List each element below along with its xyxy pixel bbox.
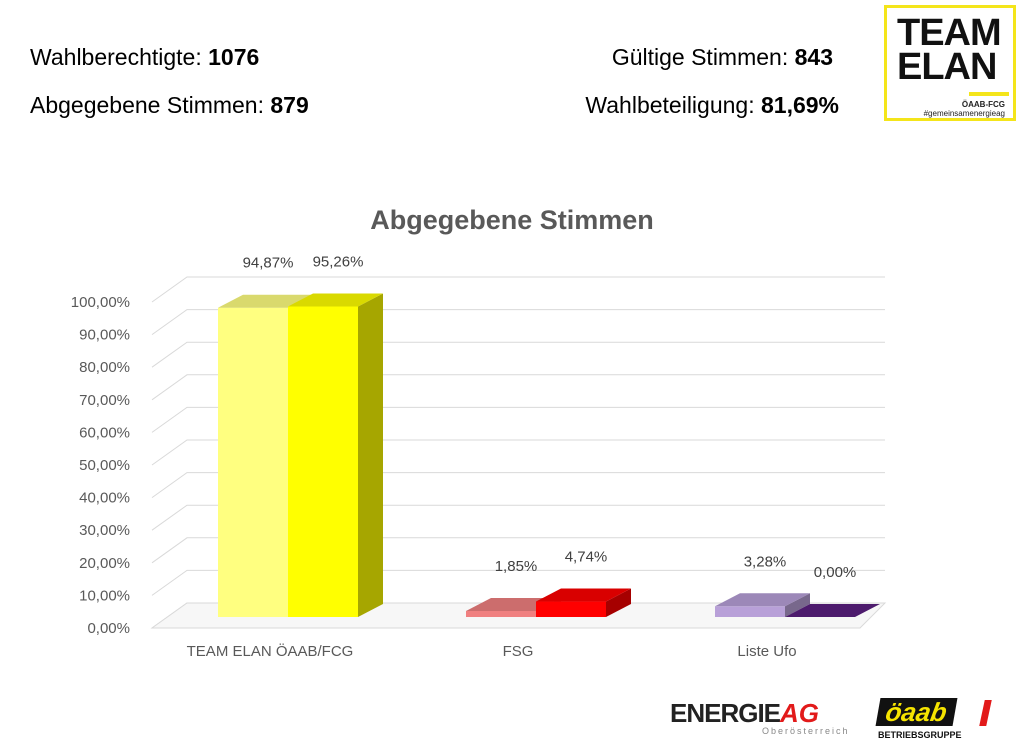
y-tick-label: 100,00% [71,294,130,311]
cast-label: Abgegebene Stimmen: [30,92,264,118]
y-tick-label: 40,00% [79,490,130,507]
bar-front [288,306,358,617]
cast-value: 879 [270,92,309,118]
oeaab-sub: BETRIEBSGRUPPE [878,730,962,740]
gridline [151,406,885,433]
oeaab-text: öaab [875,697,958,727]
y-tick-label: 80,00% [79,359,130,376]
data-label: 95,26% [313,253,364,270]
logo-bar [969,92,1009,96]
x-tick-label: FSG [503,643,534,660]
x-tick-label: Liste Ufo [737,643,796,660]
ag-text: AG [780,698,820,728]
x-tick-label: TEAM ELAN ÖAAB/FCG [187,642,354,660]
data-label: 4,74% [565,549,608,566]
votes-cast: Abgegebene Stimmen: 879 [30,92,309,119]
gridline [151,374,885,401]
eligible-label: Wahlberechtigte: [30,44,202,70]
bar-top [288,293,383,307]
logo-line1: TEAM [897,12,1002,54]
chart-title: Abgegebene Stimmen [370,205,654,235]
y-tick-label: 10,00% [79,587,130,604]
gridline [151,472,885,499]
bar-front [536,601,606,617]
eligible-voters: Wahlberechtigte: 1076 [30,44,259,71]
turnout: Wahlbeteiligung: 81,69% [585,92,839,119]
data-label: 1,85% [495,558,538,575]
valid-value: 843 [794,44,833,70]
bar-top [536,588,631,602]
eligible-value: 1076 [208,44,260,70]
gridline [151,309,885,336]
bar-front [466,610,536,617]
gridline [151,537,885,564]
y-tick-label: 50,00% [79,457,130,474]
bar-top [218,294,313,308]
energie-text: ENERGIE [670,698,781,728]
team-elan-logo: TEAM ELAN ÖAAB-FCG #gemeinsamenergieag [884,5,1016,121]
oeaab-logo: öaab BETRIEBSGRUPPE [875,697,992,740]
turnout-value: 81,69% [760,92,839,118]
y-tick-label: 0,00% [87,620,130,637]
gridline [151,439,885,466]
turnout-label: Wahlbeteiligung: [585,92,755,118]
data-label: 94,87% [243,255,294,272]
bar-side [606,588,631,617]
bar-top [715,593,810,607]
oeaab-slash [979,700,992,726]
data-label: 0,00% [814,564,857,581]
gridline [151,569,885,596]
bar-side [785,593,810,617]
gridline [151,276,885,303]
y-tick-label: 90,00% [79,327,130,344]
valid-label: Gültige Stimmen: [611,44,789,70]
gridline [151,504,885,531]
y-tick-label: 60,00% [79,424,130,441]
bar-top [785,604,880,617]
data-label: 3,28% [744,553,787,570]
logo-sub1: ÖAAB-FCG [961,100,1005,109]
logo-sub2: #gemeinsamenergieag [923,109,1005,118]
y-tick-label: 20,00% [79,555,130,572]
valid-votes: Gültige Stimmen: 843 [612,44,833,71]
y-tick-label: 30,00% [79,522,130,539]
bar-side [358,293,383,617]
energie-sub: Oberösterreich [762,726,850,736]
gridline [151,341,885,368]
logo-line2: ELAN [897,46,997,88]
bar-chart: Abgegebene Stimmen 0,00% 10,00% 20,00% 30,0… [71,205,887,660]
y-tick-label: 70,00% [79,392,130,409]
bar-front [715,606,785,617]
energie-ag-logo: ENERGIEAG Oberösterreich [670,698,848,736]
bar-front [218,307,288,617]
